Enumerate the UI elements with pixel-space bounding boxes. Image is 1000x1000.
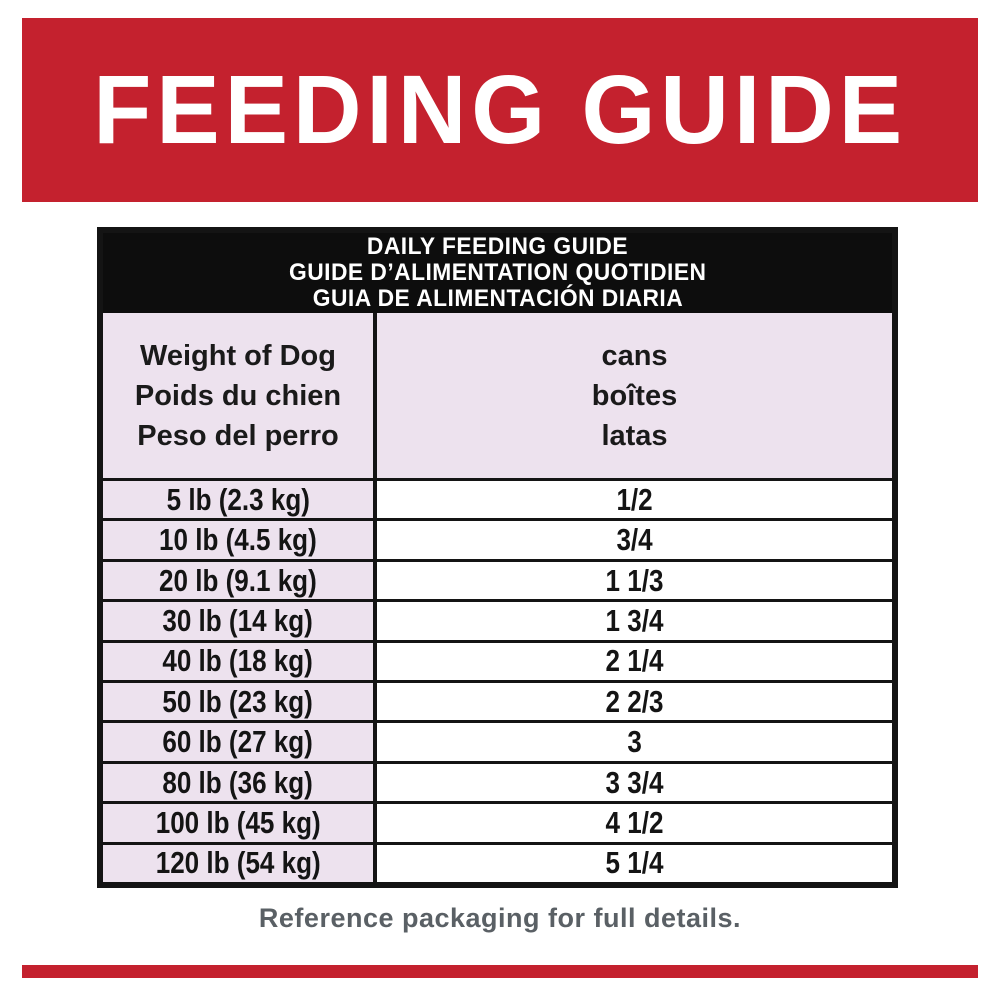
table-title-french: GUIDE D’ALIMENTATION QUOTIDIEN [288, 259, 707, 286]
amount-cell: 3/4 [377, 521, 892, 559]
weight-column-header: Weight of Dog Poids du chien Peso del pe… [103, 313, 377, 478]
table-body: 5 lb (2.3 kg) 1/2 10 lb (4.5 kg) 3/4 20 … [103, 478, 892, 883]
weight-cell: 10 lb (4.5 kg) [103, 521, 377, 559]
table-row: 20 lb (9.1 kg) 1 1/3 [103, 558, 892, 600]
weight-cell: 20 lb (9.1 kg) [103, 561, 377, 600]
column-header-row: Weight of Dog Poids du chien Peso del pe… [103, 313, 892, 478]
table-title-english: DAILY FEEDING GUIDE [366, 233, 629, 260]
table-row: 60 lb (27 kg) 3 [103, 720, 892, 761]
amount-header-spanish: latas [601, 419, 668, 452]
weight-cell: 100 lb (45 kg) [103, 804, 377, 842]
table-row: 10 lb (4.5 kg) 3/4 [103, 518, 892, 559]
feeding-guide-banner: FEEDING GUIDE [22, 18, 978, 202]
amount-header-french: boîtes [591, 379, 678, 412]
footer-note: Reference packaging for full details. [258, 903, 742, 933]
bottom-red-strip [22, 965, 978, 978]
table-row: 50 lb (23 kg) 2 2/3 [103, 680, 892, 721]
daily-feeding-table: DAILY FEEDING GUIDE GUIDE D’ALIMENTATION… [97, 227, 898, 888]
amount-cell: 2 2/3 [377, 683, 892, 721]
amount-cell: 3 3/4 [377, 763, 892, 802]
table-row: 80 lb (36 kg) 3 3/4 [103, 760, 892, 802]
table-row: 5 lb (2.3 kg) 1/2 [103, 478, 892, 519]
amount-header-english: cans [601, 339, 668, 372]
weight-cell: 60 lb (27 kg) [103, 723, 377, 761]
table-title-spanish: GUIA DE ALIMENTACIÓN DIARIA [312, 285, 683, 312]
amount-cell: 1 3/4 [377, 602, 892, 640]
weight-header-french: Poids du chien [134, 379, 342, 412]
weight-cell: 40 lb (18 kg) [103, 642, 377, 681]
amount-cell: 5 1/4 [377, 844, 892, 883]
weight-cell: 120 lb (54 kg) [103, 844, 377, 883]
amount-cell: 4 1/2 [377, 804, 892, 842]
weight-cell: 5 lb (2.3 kg) [103, 481, 377, 519]
amount-column-header: cans boîtes latas [377, 313, 892, 478]
weight-header-english: Weight of Dog [140, 339, 336, 372]
amount-cell: 3 [377, 723, 892, 761]
table-row: 40 lb (18 kg) 2 1/4 [103, 639, 892, 681]
weight-header-spanish: Peso del perro [137, 419, 339, 452]
weight-cell: 80 lb (36 kg) [103, 763, 377, 802]
banner-title: FEEDING GUIDE [93, 55, 907, 164]
table-row: 30 lb (14 kg) 1 3/4 [103, 599, 892, 640]
amount-cell: 1 1/3 [377, 561, 892, 600]
amount-cell: 2 1/4 [377, 642, 892, 681]
amount-cell: 1/2 [377, 481, 892, 519]
table-row: 100 lb (45 kg) 4 1/2 [103, 801, 892, 842]
weight-cell: 30 lb (14 kg) [103, 602, 377, 640]
weight-cell: 50 lb (23 kg) [103, 683, 377, 721]
table-title-band: DAILY FEEDING GUIDE GUIDE D’ALIMENTATION… [103, 233, 892, 313]
table-row: 120 lb (54 kg) 5 1/4 [103, 841, 892, 883]
